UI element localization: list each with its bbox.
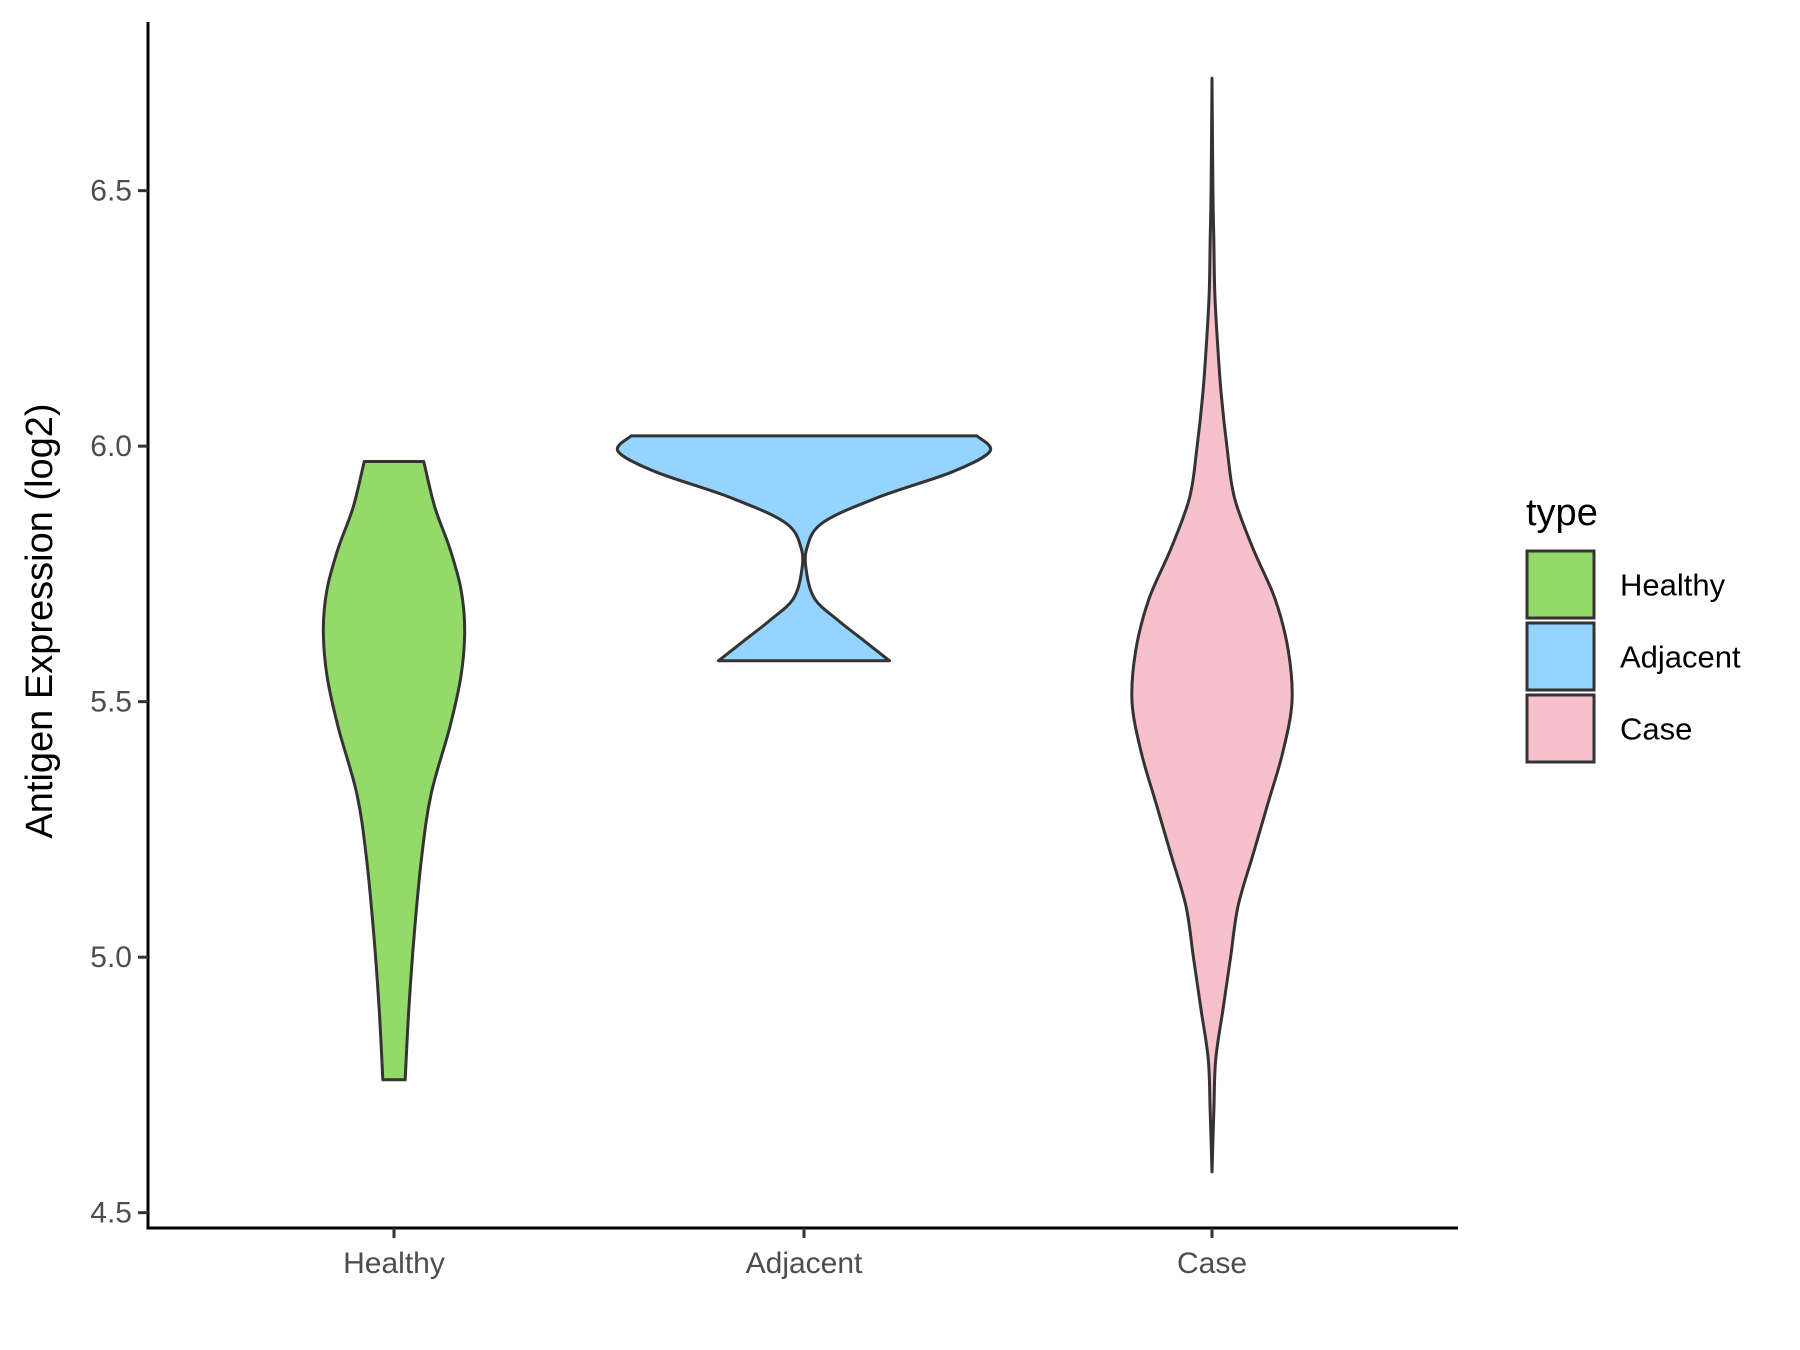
y-tick-label: 5.0 bbox=[90, 941, 132, 974]
legend-key-healthy bbox=[1525, 549, 1596, 620]
legend-label-healthy: Healthy bbox=[1620, 568, 1726, 603]
axes: 4.5 5.0 5.5 6.0 6.5 Healthy Adjacent Case bbox=[90, 22, 1458, 1280]
plot-area bbox=[321, 76, 1294, 1174]
y-tick-label: 4.5 bbox=[90, 1197, 132, 1230]
y-tick-label: 5.5 bbox=[90, 686, 132, 719]
legend-key-adjacent bbox=[1525, 621, 1596, 692]
legend-key-case bbox=[1525, 693, 1596, 764]
x-tick-label: Case bbox=[1177, 1247, 1247, 1280]
violin-case bbox=[1130, 76, 1294, 1174]
violin-healthy bbox=[321, 459, 467, 1082]
y-axis-title: Antigen Expression (log2) bbox=[19, 403, 61, 838]
x-tick-label: Healthy bbox=[343, 1247, 445, 1280]
legend-label-adjacent: Adjacent bbox=[1620, 640, 1741, 675]
violin-adjacent bbox=[615, 434, 993, 663]
y-tick-label: 6.0 bbox=[90, 430, 132, 463]
legend-label-case: Case bbox=[1620, 712, 1692, 747]
y-tick-label: 6.5 bbox=[90, 175, 132, 208]
legend: type Healthy Adjacent Case bbox=[1525, 492, 1741, 764]
legend-title: type bbox=[1526, 492, 1598, 534]
x-tick-label: Adjacent bbox=[746, 1247, 863, 1280]
